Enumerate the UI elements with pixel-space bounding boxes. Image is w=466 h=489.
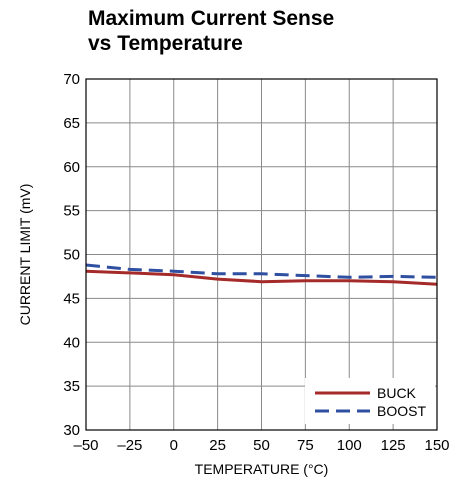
series-line-boost bbox=[85, 263, 438, 279]
chart-title: Maximum Current Sense vs Temperature bbox=[88, 6, 334, 56]
x-tick-label: 125 bbox=[381, 437, 406, 454]
series-line-buck bbox=[85, 269, 438, 286]
x-tick-label: 25 bbox=[209, 437, 226, 454]
x-tick-label: 100 bbox=[337, 437, 362, 454]
x-tick-label: 150 bbox=[424, 437, 449, 454]
x-tick-label: 0 bbox=[170, 437, 178, 454]
legend-label-boost: BOOST bbox=[377, 403, 426, 419]
legend: BUCK BOOST bbox=[305, 378, 435, 424]
y-tick-label: 40 bbox=[63, 334, 80, 351]
x-tick-label: –25 bbox=[117, 437, 142, 454]
y-tick-labels: 30 35 40 45 50 55 60 65 70 bbox=[63, 71, 80, 439]
y-tick-label: 60 bbox=[63, 159, 80, 176]
grid-lines bbox=[85, 78, 438, 431]
y-tick-label: 45 bbox=[63, 290, 80, 307]
y-tick-label: 50 bbox=[63, 247, 80, 264]
chart-title-line-1: Maximum Current Sense bbox=[88, 7, 335, 30]
legend-background bbox=[305, 378, 435, 424]
legend-label-buck: BUCK bbox=[377, 385, 417, 401]
chart-title-line-2: vs Temperature bbox=[88, 32, 243, 55]
plot-frame bbox=[85, 78, 438, 431]
y-tick-label: 35 bbox=[63, 378, 80, 395]
x-tick-labels: –50 –25 0 25 50 75 100 125 150 bbox=[73, 437, 449, 454]
x-axis-label: TEMPERATURE (°C) bbox=[195, 461, 329, 477]
x-tick-label: –50 bbox=[73, 437, 98, 454]
series-lines bbox=[85, 263, 438, 286]
y-tick-label: 30 bbox=[63, 422, 80, 439]
x-tick-label: 50 bbox=[253, 437, 270, 454]
y-tick-label: 55 bbox=[63, 203, 80, 220]
x-tick-label: 75 bbox=[297, 437, 314, 454]
y-tick-label: 70 bbox=[63, 71, 80, 88]
y-tick-label: 65 bbox=[63, 115, 80, 132]
y-axis-label: CURRENT LIMIT (mV) bbox=[17, 184, 33, 326]
